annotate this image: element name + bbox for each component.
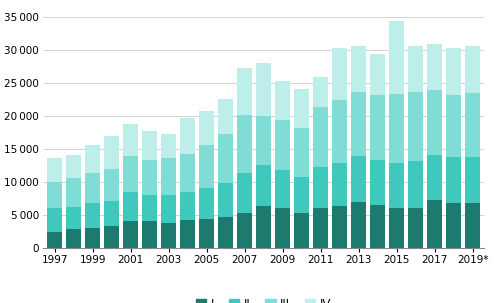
Bar	[294, 89, 309, 128]
Bar	[180, 220, 196, 248]
Bar	[123, 221, 138, 248]
Bar	[427, 155, 442, 200]
Bar	[142, 131, 158, 160]
Bar	[446, 203, 461, 248]
Bar	[332, 163, 347, 206]
Bar	[85, 203, 100, 228]
Bar	[161, 223, 176, 248]
Bar	[275, 120, 290, 170]
Bar	[427, 90, 442, 155]
Bar	[446, 95, 461, 157]
Bar	[104, 169, 120, 201]
Bar	[199, 111, 214, 145]
Bar	[123, 124, 138, 156]
Bar	[161, 134, 176, 158]
Bar	[66, 155, 82, 178]
Bar	[104, 135, 120, 169]
Bar	[256, 206, 271, 248]
Bar	[332, 206, 347, 248]
Bar	[332, 100, 347, 163]
Bar	[408, 46, 423, 92]
Bar	[275, 170, 290, 208]
Bar	[123, 192, 138, 221]
Bar	[275, 208, 290, 248]
Bar	[408, 161, 423, 208]
Bar	[161, 158, 176, 195]
Bar	[218, 183, 233, 217]
Bar	[237, 213, 252, 248]
Bar	[47, 158, 62, 182]
Bar	[313, 208, 329, 248]
Bar	[370, 160, 385, 205]
Bar	[47, 208, 62, 232]
Bar	[427, 200, 442, 248]
Bar	[408, 92, 423, 161]
Bar	[66, 178, 82, 207]
Bar	[389, 163, 405, 208]
Bar	[66, 207, 82, 229]
Bar	[465, 203, 480, 248]
Bar	[256, 165, 271, 206]
Bar	[313, 107, 329, 167]
Bar	[427, 44, 442, 90]
Bar	[237, 115, 252, 173]
Bar	[275, 81, 290, 120]
Bar	[332, 48, 347, 100]
Bar	[66, 229, 82, 248]
Bar	[351, 202, 367, 248]
Bar	[180, 154, 196, 192]
Bar	[142, 195, 158, 221]
Bar	[370, 95, 385, 160]
Bar	[389, 21, 405, 94]
Bar	[180, 118, 196, 154]
Bar	[446, 48, 461, 95]
Bar	[85, 228, 100, 248]
Bar	[465, 157, 480, 203]
Bar	[313, 167, 329, 208]
Bar	[294, 214, 309, 248]
Bar	[294, 128, 309, 177]
Bar	[351, 46, 367, 92]
Bar	[47, 232, 62, 248]
Bar	[104, 226, 120, 248]
Bar	[199, 219, 214, 248]
Legend: I, II, III, IV: I, II, III, IV	[191, 293, 336, 303]
Bar	[294, 177, 309, 214]
Bar	[218, 134, 233, 183]
Bar	[199, 145, 214, 188]
Bar	[199, 188, 214, 219]
Bar	[313, 78, 329, 107]
Bar	[370, 54, 385, 95]
Bar	[142, 221, 158, 248]
Bar	[256, 116, 271, 165]
Bar	[180, 192, 196, 220]
Bar	[465, 93, 480, 157]
Bar	[85, 173, 100, 203]
Bar	[351, 156, 367, 202]
Bar	[218, 217, 233, 248]
Bar	[256, 63, 271, 116]
Bar	[408, 208, 423, 248]
Bar	[370, 205, 385, 248]
Bar	[237, 68, 252, 115]
Bar	[389, 94, 405, 163]
Bar	[389, 208, 405, 248]
Bar	[237, 173, 252, 213]
Bar	[47, 182, 62, 208]
Bar	[161, 195, 176, 223]
Bar	[351, 92, 367, 156]
Bar	[104, 201, 120, 226]
Bar	[123, 156, 138, 192]
Bar	[465, 46, 480, 93]
Bar	[446, 157, 461, 203]
Bar	[85, 145, 100, 173]
Bar	[142, 160, 158, 195]
Bar	[218, 99, 233, 134]
